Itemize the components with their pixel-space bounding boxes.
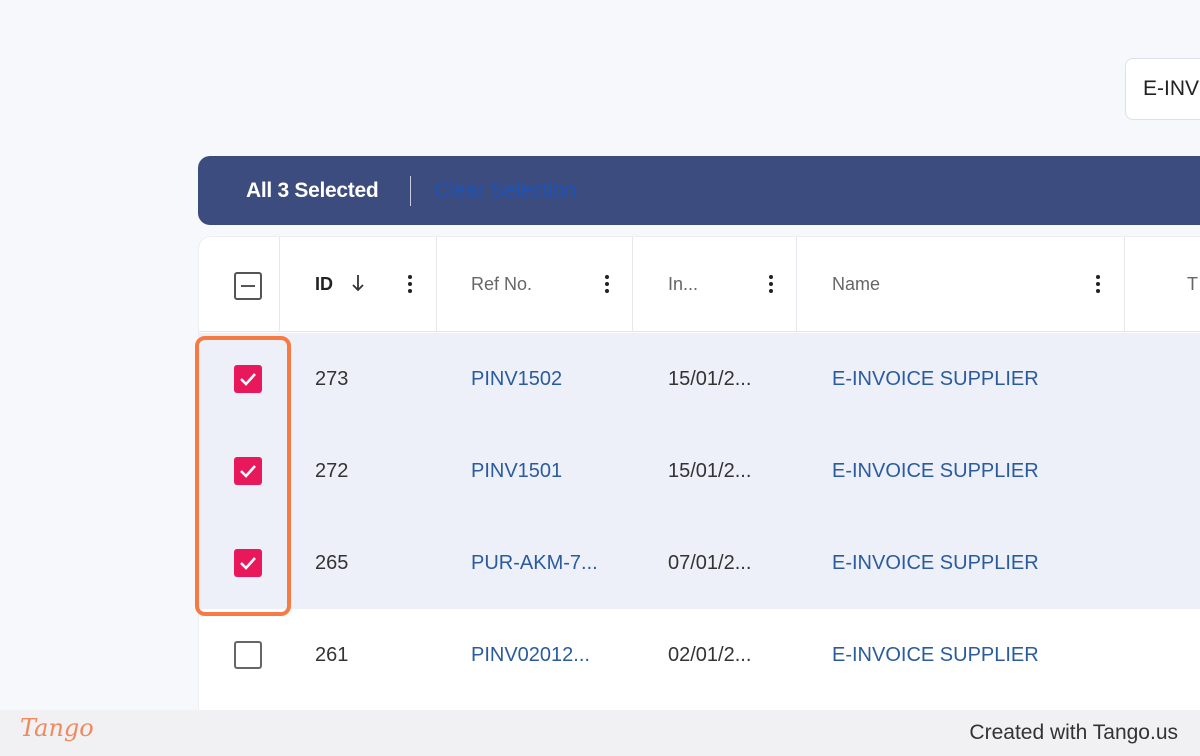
- footer-bar: Tango Created with Tango.us: [0, 710, 1200, 756]
- cell-date: 15/01/2...: [668, 368, 752, 390]
- check-icon: [240, 557, 256, 570]
- column-menu-icon[interactable]: [605, 275, 609, 293]
- column-header-t[interactable]: T: [1187, 274, 1198, 294]
- cell-date: 15/01/2...: [668, 460, 752, 482]
- column-menu-icon[interactable]: [408, 275, 412, 293]
- column-separator: [796, 237, 797, 332]
- selection-bar: All 3 Selected Clear Selection: [198, 156, 1200, 225]
- cell-id: 265: [315, 552, 349, 574]
- row-checkbox-checked[interactable]: [234, 457, 262, 485]
- column-separator: [436, 237, 437, 332]
- cell-id: 273: [315, 368, 349, 390]
- cell-ref-link[interactable]: PINV02012...: [471, 644, 590, 666]
- selection-count: All 3 Selected: [246, 179, 379, 202]
- cell-id: 272: [315, 460, 349, 482]
- check-icon: [240, 373, 256, 386]
- column-header-invoice-date[interactable]: In...: [668, 274, 699, 294]
- column-separator: [632, 237, 633, 332]
- column-header-ref-no[interactable]: Ref No.: [471, 274, 533, 294]
- filter-input[interactable]: E-INV: [1125, 58, 1200, 120]
- row-checkbox-checked[interactable]: [234, 365, 262, 393]
- column-header-name[interactable]: Name: [832, 274, 881, 294]
- column-separator: [279, 237, 280, 332]
- check-icon: [240, 465, 256, 478]
- column-header-id[interactable]: ID: [315, 274, 333, 294]
- sort-descending-icon[interactable]: [351, 273, 365, 298]
- data-table: ID Ref No. In... Name T 273 PINV1502 15/…: [199, 237, 1200, 717]
- table-row[interactable]: 261 PINV02012... 02/01/2... E-INVOICE SU…: [199, 609, 1200, 701]
- cell-name-link[interactable]: E-INVOICE SUPPLIER: [832, 460, 1039, 482]
- column-separator: [1124, 237, 1125, 332]
- cell-ref-link[interactable]: PUR-AKM-7...: [471, 552, 598, 574]
- row-checkbox-unchecked[interactable]: [234, 641, 262, 669]
- cell-id: 261: [315, 644, 349, 666]
- cell-ref-link[interactable]: PINV1502: [471, 368, 563, 390]
- cell-date: 07/01/2...: [668, 552, 752, 574]
- cell-name-link[interactable]: E-INVOICE SUPPLIER: [832, 368, 1039, 390]
- cell-date: 02/01/2...: [668, 644, 752, 666]
- column-menu-icon[interactable]: [769, 275, 773, 293]
- cell-ref-link[interactable]: PINV1501: [471, 460, 563, 482]
- cell-name-link[interactable]: E-INVOICE SUPPLIER: [832, 552, 1039, 574]
- table-header: ID Ref No. In... Name T: [199, 237, 1200, 332]
- table-row[interactable]: 273 PINV1502 15/01/2... E-INVOICE SUPPLI…: [199, 333, 1200, 425]
- selection-divider: [410, 176, 411, 206]
- clear-selection-link[interactable]: Clear Selection: [434, 179, 577, 202]
- cell-name-link[interactable]: E-INVOICE SUPPLIER: [832, 644, 1039, 666]
- tango-logo: Tango: [20, 714, 94, 742]
- column-menu-icon[interactable]: [1096, 275, 1100, 293]
- footer-credit: Created with Tango.us: [969, 721, 1178, 744]
- row-checkbox-checked[interactable]: [234, 549, 262, 577]
- select-all-checkbox[interactable]: [234, 272, 262, 300]
- table-row[interactable]: 272 PINV1501 15/01/2... E-INVOICE SUPPLI…: [199, 425, 1200, 517]
- table-row[interactable]: 265 PUR-AKM-7... 07/01/2... E-INVOICE SU…: [199, 517, 1200, 609]
